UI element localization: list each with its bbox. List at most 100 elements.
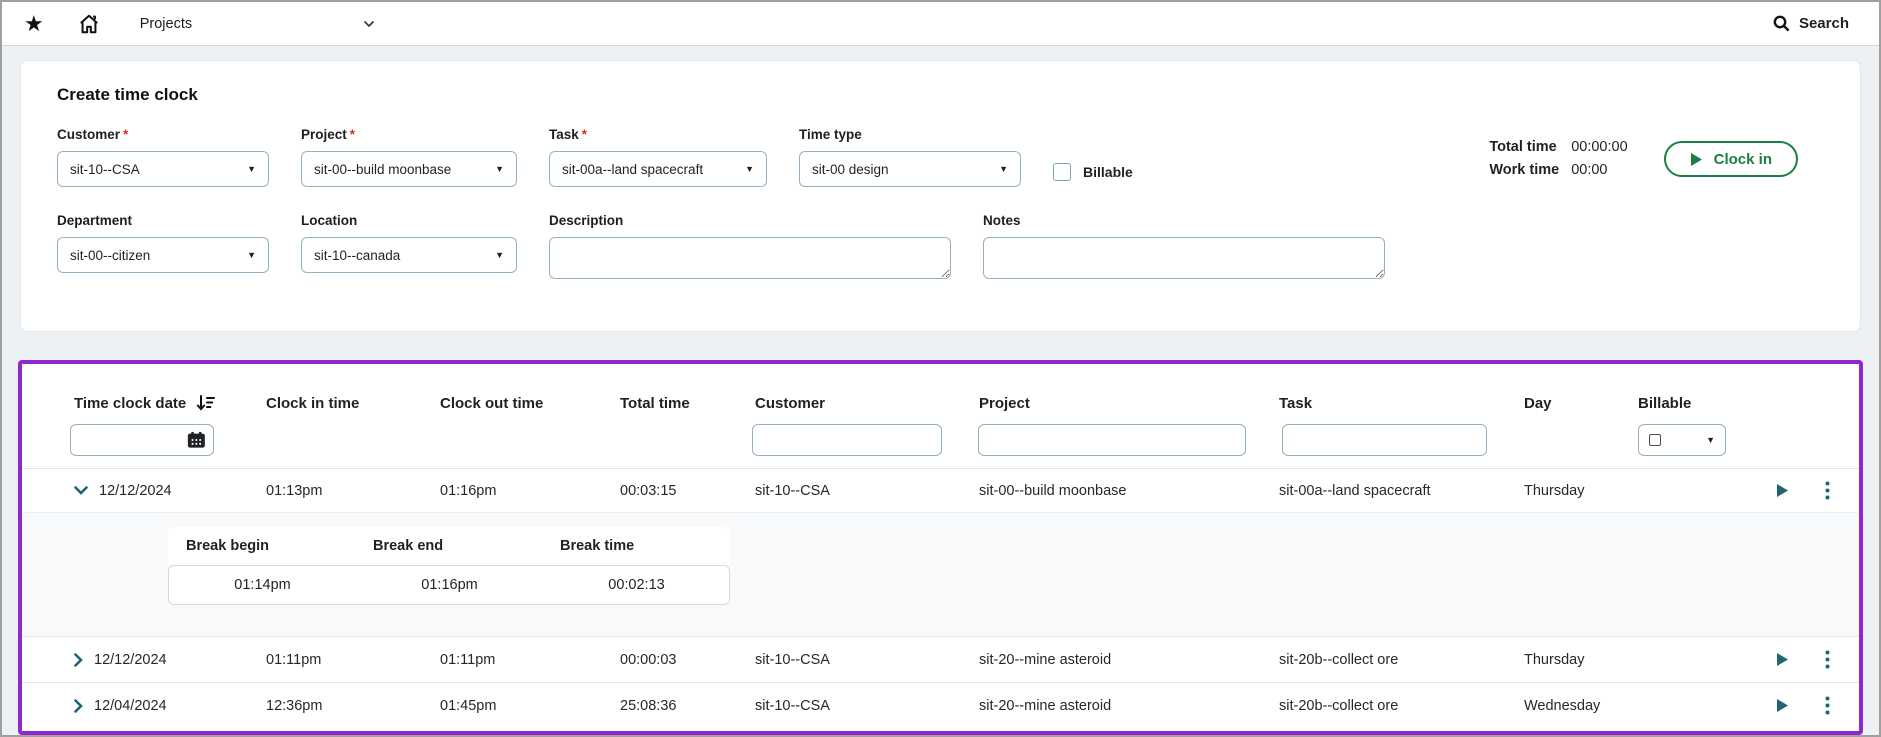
date-filter[interactable] — [70, 424, 214, 456]
time-clock-table: Time clock date Clock in time Clock out … — [18, 360, 1863, 735]
break-table-row: 01:14pm 01:16pm 00:02:13 — [168, 565, 730, 605]
column-header-billable: Billable — [1634, 395, 1764, 412]
row-project: sit-20--mine asteroid — [963, 652, 1263, 668]
calendar-icon[interactable] — [187, 430, 206, 450]
time-type-field-group: Time type sit-00 design ▼ — [799, 127, 1021, 187]
description-label: Description — [549, 213, 951, 228]
break-table-header: Break begin Break end Break time — [168, 527, 730, 565]
clock-out-time: 01:16pm — [424, 483, 604, 499]
column-header-customer: Customer — [739, 395, 963, 412]
customer-label: Customer* — [57, 127, 269, 142]
billable-field-group: Billable — [1053, 163, 1133, 181]
play-icon[interactable] — [1776, 698, 1789, 713]
total-time-label: Total time — [1489, 139, 1559, 155]
search-button[interactable]: Search — [1773, 15, 1849, 32]
favorite-star-icon[interactable]: ★ — [24, 13, 44, 35]
total-time-value: 00:00:00 — [1571, 139, 1627, 155]
break-time-header: Break time — [542, 538, 729, 554]
play-icon[interactable] — [1776, 483, 1789, 498]
time-clock-date: 12/12/2024 — [99, 483, 172, 499]
notes-textarea[interactable] — [983, 237, 1385, 279]
table-row[interactable]: 12/12/2024 01:13pm 01:16pm 00:03:15 sit-… — [22, 468, 1859, 512]
checkbox-glyph-icon — [1649, 434, 1661, 446]
form-row-1: Customer* sit-10--CSA ▼ Project* sit-00-… — [57, 127, 1828, 187]
project-select[interactable]: sit-00--build moonbase ▼ — [301, 151, 517, 187]
customer-select[interactable]: sit-10--CSA ▼ — [57, 151, 269, 187]
row-customer: sit-10--CSA — [739, 652, 963, 668]
task-select[interactable]: sit-00a--land spacecraft ▼ — [549, 151, 767, 187]
billable-filter-select[interactable]: ▼ — [1638, 424, 1726, 456]
clock-in-time: 01:11pm — [250, 652, 424, 668]
kebab-menu-icon[interactable] — [1825, 696, 1830, 715]
project-filter-input[interactable] — [989, 433, 1238, 448]
home-icon[interactable] — [78, 13, 100, 35]
dropdown-arrow-icon: ▼ — [247, 250, 256, 260]
customer-select-value: sit-10--CSA — [70, 162, 140, 177]
task-filter-input[interactable] — [1293, 433, 1479, 448]
row-task: sit-20b--collect ore — [1263, 698, 1516, 714]
nav-module-label: Projects — [140, 16, 192, 32]
table-header-row: Time clock date Clock in time Clock out … — [22, 390, 1859, 416]
clock-in-time: 12:36pm — [250, 698, 424, 714]
column-header-date[interactable]: Time clock date — [58, 394, 250, 412]
customer-filter[interactable] — [752, 424, 942, 456]
project-field-group: Project* sit-00--build moonbase ▼ — [301, 127, 517, 187]
notes-label: Notes — [983, 213, 1385, 228]
work-time-label: Work time — [1489, 162, 1559, 178]
break-details-panel: Break begin Break end Break time 01:14pm… — [22, 512, 1859, 636]
table-row[interactable]: 12/04/2024 12:36pm 01:45pm 25:08:36 sit-… — [22, 682, 1859, 728]
row-project: sit-00--build moonbase — [963, 483, 1263, 499]
break-begin-value: 01:14pm — [169, 577, 356, 593]
total-time: 00:00:03 — [604, 652, 739, 668]
column-header-day: Day — [1516, 395, 1634, 412]
customer-field-group: Customer* sit-10--CSA ▼ — [57, 127, 269, 187]
required-asterisk: * — [123, 127, 128, 142]
time-type-select[interactable]: sit-00 design ▼ — [799, 151, 1021, 187]
project-label: Project* — [301, 127, 517, 142]
sort-descending-icon[interactable] — [196, 394, 215, 412]
kebab-menu-icon[interactable] — [1825, 481, 1830, 500]
play-icon — [1690, 152, 1703, 167]
project-filter[interactable] — [978, 424, 1246, 456]
dropdown-arrow-icon: ▼ — [247, 164, 256, 174]
billable-checkbox[interactable] — [1053, 163, 1071, 181]
row-date-cell: 12/12/2024 — [58, 652, 250, 668]
location-select-value: sit-10--canada — [314, 248, 400, 263]
play-icon[interactable] — [1776, 652, 1789, 667]
break-end-header: Break end — [355, 538, 542, 554]
date-filter-input[interactable] — [81, 433, 187, 448]
expand-row-chevron-right-icon[interactable] — [74, 653, 83, 667]
row-customer: sit-10--CSA — [739, 698, 963, 714]
total-time: 00:03:15 — [604, 483, 739, 499]
table-row[interactable]: 12/12/2024 01:11pm 01:11pm 00:00:03 sit-… — [22, 636, 1859, 682]
dropdown-arrow-icon: ▼ — [1706, 435, 1715, 445]
row-date-cell: 12/04/2024 — [58, 698, 250, 714]
row-task: sit-20b--collect ore — [1263, 652, 1516, 668]
create-time-clock-card: Create time clock Customer* sit-10--CSA … — [20, 60, 1861, 332]
row-project: sit-20--mine asteroid — [963, 698, 1263, 714]
clock-out-time: 01:11pm — [424, 652, 604, 668]
row-day: Thursday — [1516, 652, 1634, 668]
column-header-clock-out: Clock out time — [424, 395, 604, 412]
expand-row-chevron-right-icon[interactable] — [74, 699, 83, 713]
kebab-menu-icon[interactable] — [1825, 650, 1830, 669]
customer-filter-input[interactable] — [763, 433, 934, 448]
billable-label: Billable — [1083, 164, 1133, 180]
clock-in-button[interactable]: Clock in — [1664, 141, 1798, 177]
department-select[interactable]: sit-00--citizen ▼ — [57, 237, 269, 273]
clock-in-time: 01:13pm — [250, 483, 424, 499]
time-clock-date: 12/12/2024 — [94, 652, 167, 668]
column-header-clock-in: Clock in time — [250, 395, 424, 412]
dropdown-arrow-icon: ▼ — [745, 164, 754, 174]
description-textarea[interactable] — [549, 237, 951, 279]
break-begin-header: Break begin — [168, 538, 355, 554]
work-time-value: 00:00 — [1571, 162, 1627, 178]
department-select-value: sit-00--citizen — [70, 248, 150, 263]
collapse-row-chevron-down-icon[interactable] — [74, 486, 88, 495]
location-select[interactable]: sit-10--canada ▼ — [301, 237, 517, 273]
column-header-project: Project — [963, 395, 1263, 412]
nav-module-dropdown[interactable]: Projects — [140, 16, 375, 32]
required-asterisk: * — [350, 127, 355, 142]
project-select-value: sit-00--build moonbase — [314, 162, 451, 177]
task-filter[interactable] — [1282, 424, 1487, 456]
